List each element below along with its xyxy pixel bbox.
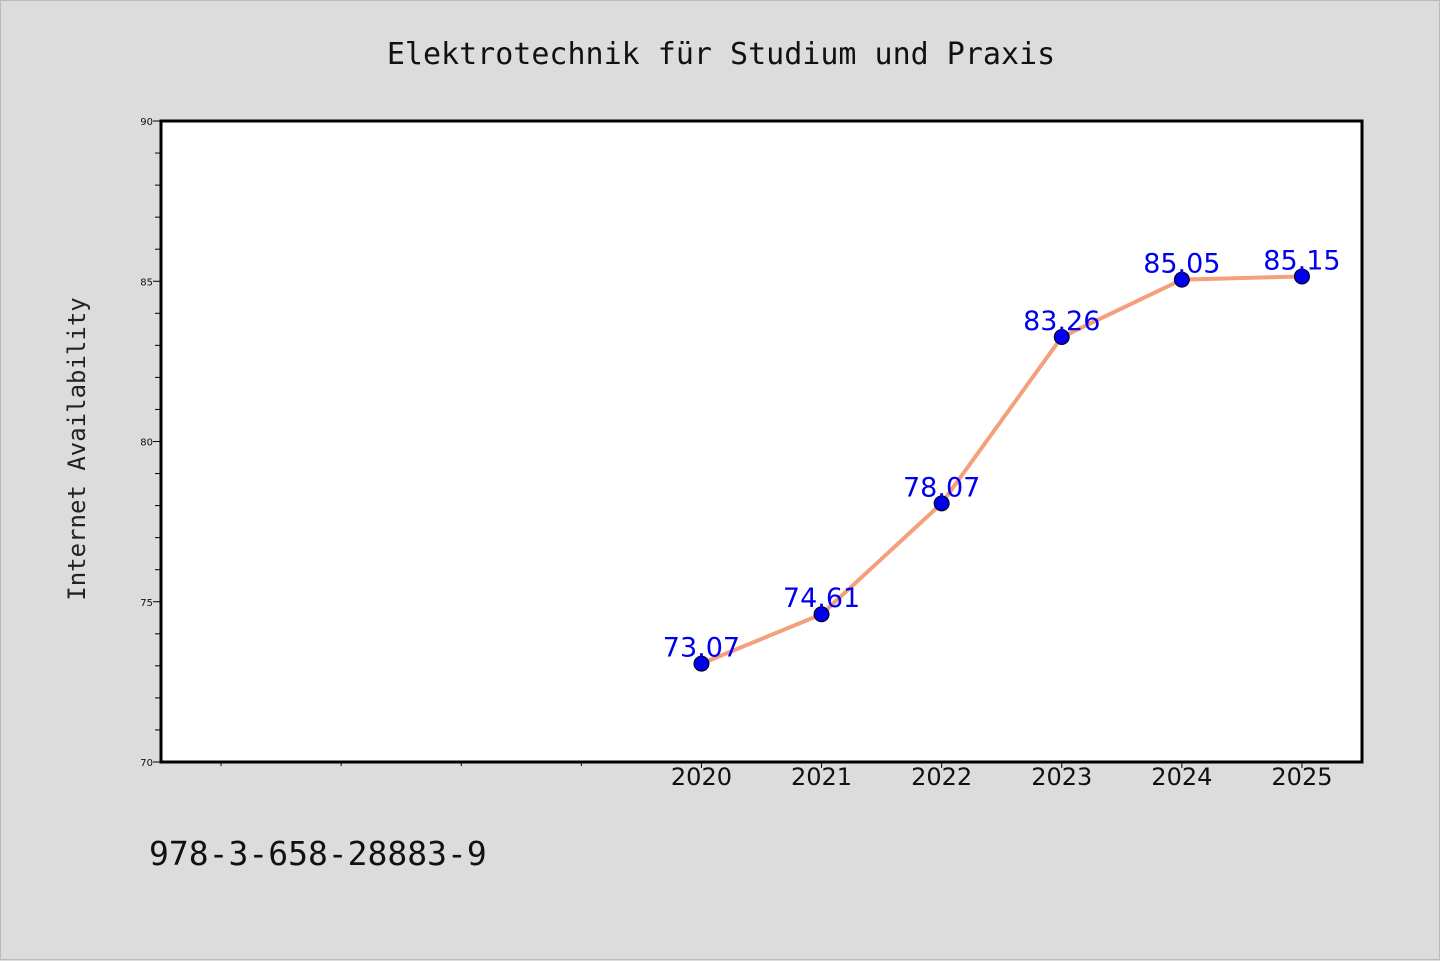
x-tick-label: 2024: [1151, 763, 1212, 791]
plot-area: [161, 121, 1362, 762]
series-line: [699, 274, 1304, 666]
data-label: 73.07: [663, 633, 740, 664]
y-tick-label: 70: [140, 758, 153, 769]
y-tick-labels: 70 75 80 85 90: [140, 117, 153, 769]
data-point: [1293, 268, 1310, 285]
x-tick-label: 2023: [1031, 763, 1092, 791]
data-label: 85.05: [1143, 249, 1220, 280]
isbn-text: 978-3-658-28883-9: [149, 834, 487, 873]
data-point: [1173, 271, 1190, 288]
y-tick-label: 80: [140, 438, 153, 449]
data-point: [813, 606, 830, 623]
x-tick-label: 2025: [1271, 763, 1332, 791]
data-label: 78.07: [903, 472, 980, 503]
y-axis-label: Internet Availability: [63, 297, 91, 600]
data-point: [693, 655, 710, 672]
series-internet-availability: 73.07 74.61 78.07 83.26 85.05 85.15: [663, 245, 1341, 672]
y-tick-label: 85: [140, 277, 153, 288]
x-tick-label: 2020: [671, 763, 732, 791]
data-label: 85.15: [1263, 245, 1340, 276]
data-point: [933, 495, 950, 512]
y-tick-label: 90: [140, 117, 153, 128]
chart-title: Elektrotechnik für Studium und Praxis: [387, 37, 1055, 72]
data-point: [1053, 329, 1070, 346]
plot-frame: [159, 119, 1364, 764]
data-label: 74.61: [783, 583, 860, 614]
x-tick-labels: 2020 2021 2022 2023 2024 2025: [671, 763, 1333, 791]
data-label: 83.26: [1023, 306, 1100, 337]
x-tick-label: 2022: [911, 763, 972, 791]
x-tick-label: 2021: [791, 763, 852, 791]
y-tick-label: 75: [140, 598, 153, 609]
